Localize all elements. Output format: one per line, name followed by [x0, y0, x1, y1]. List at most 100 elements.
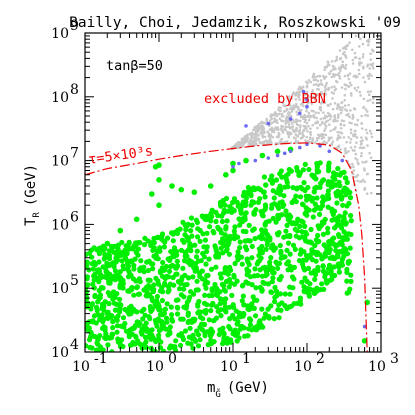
excluded-point: [305, 135, 309, 139]
allowed-point: [230, 160, 236, 167]
allowed-point: [180, 265, 186, 271]
allowed-point: [208, 308, 214, 314]
allowed-point: [331, 241, 337, 247]
excluded-point: [358, 57, 361, 61]
allowed-point: [169, 343, 176, 350]
excluded-point: [342, 119, 346, 123]
allowed-point: [239, 219, 246, 225]
excluded-point: [296, 90, 299, 94]
allowed-point: [159, 312, 165, 318]
excluded-point: [261, 135, 265, 138]
allowed-point: [324, 280, 330, 286]
allowed-point: [336, 269, 342, 275]
allowed-point: [249, 282, 255, 288]
allowed-point: [165, 235, 171, 241]
marginal-point: [288, 149, 293, 154]
excluded-point: [363, 161, 367, 164]
allowed-point: [258, 208, 264, 215]
excluded-point: [284, 125, 288, 128]
allowed-point: [270, 275, 276, 281]
allowed-point: [239, 298, 245, 304]
excluded-point: [297, 95, 301, 99]
excluded-point: [366, 90, 370, 93]
excluded-point: [313, 141, 317, 144]
excluded-point: [318, 134, 321, 138]
allowed-point: [290, 242, 297, 248]
excluded-point: [355, 123, 359, 127]
excluded-point: [351, 162, 354, 166]
allowed-point: [153, 252, 159, 258]
allowed-point: [103, 331, 109, 337]
excluded-point: [293, 120, 296, 124]
allowed-point: [316, 238, 322, 244]
excluded-point: [288, 133, 292, 136]
allowed-point: [318, 223, 324, 229]
y-tick-label: 10: [51, 345, 69, 361]
allowed-point: [173, 297, 179, 303]
excluded-point: [322, 133, 325, 136]
excluded-point: [309, 80, 313, 84]
allowed-point: [347, 189, 353, 196]
allowed-point: [339, 256, 345, 262]
excluded-point: [317, 84, 320, 87]
allowed-point: [149, 240, 155, 246]
excluded-point: [235, 143, 238, 147]
allowed-point: [94, 307, 100, 313]
excluded-point: [370, 135, 374, 139]
excluded-point: [268, 140, 271, 143]
excluded-point: [344, 108, 347, 111]
allowed-point: [186, 246, 192, 253]
allowed-point: [95, 336, 101, 342]
marginal-point: [305, 104, 309, 109]
allowed-point: [213, 253, 219, 259]
excluded-point: [344, 63, 348, 67]
allowed-point: [253, 313, 259, 319]
y-tick-label: 10: [51, 154, 69, 170]
excluded-point: [360, 180, 364, 183]
excluded-point: [322, 117, 325, 120]
allowed-point: [130, 325, 136, 332]
excluded-point: [301, 131, 304, 134]
allowed-point: [126, 288, 132, 294]
allowed-point: [138, 258, 144, 264]
excluded-point: [258, 127, 262, 130]
allowed-point: [214, 292, 220, 299]
marginal-point: [266, 156, 271, 160]
allowed-point: [98, 346, 104, 352]
allowed-point: [231, 228, 237, 234]
excluded-point: [256, 129, 259, 133]
excluded-point: [289, 141, 293, 145]
allowed-point: [236, 335, 242, 341]
x-tick-label: 10: [294, 359, 312, 375]
excluded-point: [284, 119, 288, 123]
allowed-point: [140, 316, 146, 322]
excluded-point: [352, 107, 356, 110]
allowed-point: [285, 171, 291, 177]
allowed-point: [85, 274, 90, 280]
excluded-point: [369, 63, 373, 66]
y-axis-symbol: T: [23, 217, 39, 226]
allowed-point: [211, 318, 217, 324]
excluded-point: [353, 86, 357, 90]
allowed-point: [320, 177, 327, 183]
allowed-point: [330, 211, 336, 218]
allowed-point: [259, 248, 265, 254]
allowed-point: [117, 227, 124, 234]
allowed-point: [96, 259, 102, 265]
y-axis-subscript: R: [32, 212, 42, 218]
excluded-point: [306, 81, 309, 85]
allowed-point: [325, 188, 331, 194]
excluded-point: [317, 88, 321, 91]
allowed-point: [236, 216, 242, 222]
allowed-point: [114, 323, 121, 329]
excluded-point: [319, 93, 322, 96]
excluded-point: [354, 152, 358, 156]
allowed-point: [325, 192, 331, 198]
allowed-point: [168, 304, 174, 310]
excluded-point: [350, 121, 353, 125]
marginal-point: [298, 145, 302, 150]
allowed-point: [165, 289, 171, 295]
excluded-point: [296, 106, 300, 109]
allowed-point: [209, 286, 215, 292]
allowed-point: [178, 331, 184, 337]
